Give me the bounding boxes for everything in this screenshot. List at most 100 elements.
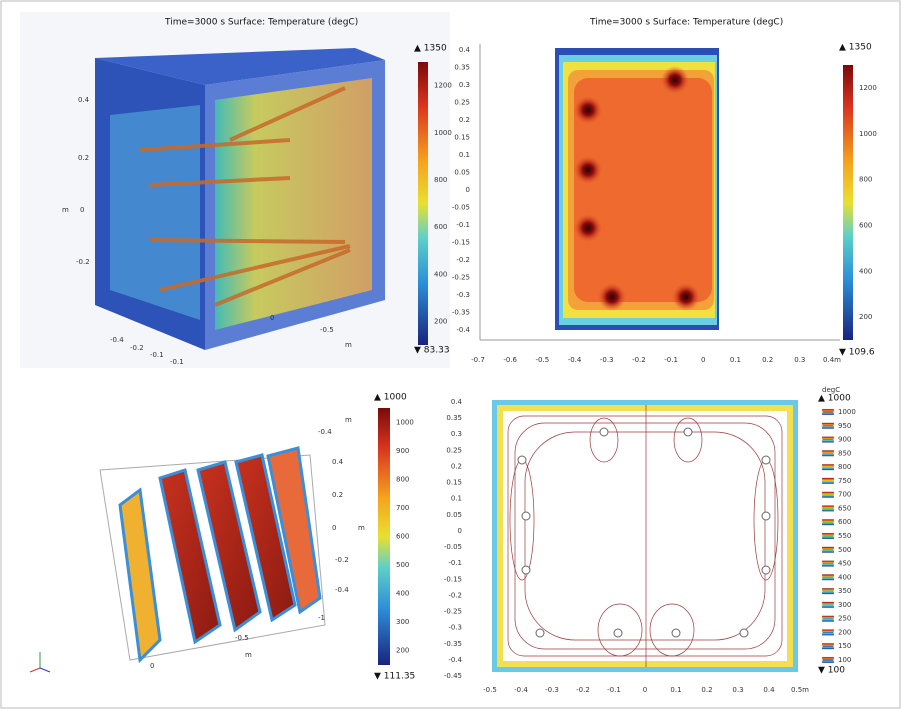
y-tick-label: -0.4 <box>456 326 470 334</box>
axis-label: -0.4 <box>335 586 349 594</box>
x-tick-label: 0.1 <box>670 686 681 694</box>
colorbar-max: ▲ 1350 <box>414 44 447 54</box>
x-tick-label: -0.5 <box>536 356 550 364</box>
y-tick-label: -0.35 <box>452 309 470 317</box>
colorbar-tick-label: 200 <box>396 647 409 655</box>
y-tick-label: 0.3 <box>451 430 462 438</box>
x-tick-label: 0.3 <box>732 686 743 694</box>
colorbar-tick-label: 600 <box>859 221 872 229</box>
colorbar-tick-label: 400 <box>859 267 872 275</box>
colorbar-tick-label: 250 <box>838 615 851 623</box>
colorbar-tick-label: 400 <box>838 573 851 581</box>
x-tick-label: 0.1 <box>730 356 741 364</box>
x-tick-label: 0.2 <box>701 686 712 694</box>
y-tick-label: 0.2 <box>451 462 462 470</box>
x-tick-label: 0.3 <box>794 356 805 364</box>
colorbar-tick-label: 550 <box>838 532 851 540</box>
colorbar-tick-label: 700 <box>838 491 851 499</box>
x-tick-label: 0 <box>701 356 705 364</box>
colorbar-tick-label: 100 <box>838 656 851 664</box>
axis-label: -0.4 <box>318 428 332 436</box>
colorbar-tick-label: 150 <box>838 642 851 650</box>
y-tick-label: 0 <box>466 186 470 194</box>
colorbar-tick-label: 1000 <box>859 130 877 138</box>
colorbar <box>418 62 428 345</box>
colorbar-tick-label: 200 <box>838 628 851 636</box>
x-tick-label: -0.4 <box>568 356 582 364</box>
y-tick-label: -0.4 <box>448 656 462 664</box>
colorbar-unit: degC <box>822 386 840 394</box>
x-tick-label: -0.2 <box>632 356 646 364</box>
x-tick-label: -0.1 <box>664 356 678 364</box>
y-tick-label: -0.15 <box>452 239 470 247</box>
colorbar-tick-label: 800 <box>396 475 409 483</box>
colorbar-tick-label: 400 <box>396 590 409 598</box>
y-tick-label: 0.25 <box>454 99 470 107</box>
axis-label: m <box>358 524 365 532</box>
axis-label: -0.5 <box>235 634 249 642</box>
colorbar-tick-label: 750 <box>838 477 851 485</box>
colorbar-tick-label: 800 <box>859 176 872 184</box>
contour-2d <box>492 400 798 672</box>
y-tick-label: -0.25 <box>452 274 470 282</box>
colorbar-tick-label: 950 <box>838 422 851 430</box>
colorbar-tick-label: 450 <box>838 560 851 568</box>
axis-label: m <box>345 341 352 349</box>
colorbar-min: ▼ 100 <box>818 666 845 676</box>
axis-label: 0.2 <box>78 154 89 162</box>
panel-title: Time=3000 s Surface: Temperature (degC) <box>164 18 358 28</box>
y-tick-label: -0.2 <box>448 591 462 599</box>
x-tick-label: 0 <box>643 686 647 694</box>
y-tick-label: 0.15 <box>454 134 470 142</box>
y-tick-label: -0.05 <box>444 543 462 551</box>
colorbar-tick-label: 900 <box>396 447 409 455</box>
x-tick-label: -0.3 <box>545 686 559 694</box>
colorbar-max: ▲ 1350 <box>839 43 872 53</box>
axis-label: -0.2 <box>130 344 144 352</box>
axis-label: 0 <box>270 314 274 322</box>
axis-label: m <box>62 206 69 214</box>
axis-label: 0 <box>150 662 154 670</box>
y-tick-label: -0.25 <box>444 608 462 616</box>
x-tick-label: -0.5 <box>483 686 497 694</box>
colorbar-tick-label: 600 <box>434 223 447 231</box>
colorbar-tick-label: 200 <box>434 317 447 325</box>
x-tick-label: -0.3 <box>600 356 614 364</box>
y-tick-label: 0.15 <box>446 479 462 487</box>
axis-label: -0.2 <box>76 258 90 266</box>
y-tick-label: 0.25 <box>446 446 462 454</box>
y-tick-label: -0.3 <box>448 624 462 632</box>
y-tick-label: -0.2 <box>456 256 470 264</box>
colorbar-max: ▲ 1000 <box>374 393 407 403</box>
colorbar <box>378 408 390 665</box>
x-tick-label: -0.1 <box>607 686 621 694</box>
panel-title: Time=3000 s Surface: Temperature (degC) <box>589 18 783 28</box>
x-tick-label: 0.5m <box>791 686 809 694</box>
colorbar-tick-label: 700 <box>396 504 409 512</box>
y-tick-label: 0.1 <box>459 151 470 159</box>
y-tick-label: 0.4 <box>459 46 471 54</box>
colorbar-tick-label: 600 <box>838 518 851 526</box>
x-tick-label: -0.4 <box>514 686 528 694</box>
y-tick-label: 0.3 <box>459 81 470 89</box>
x-tick-label: -0.7 <box>471 356 485 364</box>
colorbar-tick-label: 350 <box>838 587 851 595</box>
axis-label: 0.4 <box>332 458 344 466</box>
axis-label: 0 <box>332 524 336 532</box>
y-tick-label: -0.15 <box>444 575 462 583</box>
colorbar-tick-label: 300 <box>838 601 851 609</box>
x-tick-label: 0.4m <box>823 356 841 364</box>
y-tick-label: 0.2 <box>459 116 470 124</box>
colorbar-tick-label: 300 <box>396 618 409 626</box>
y-tick-label: -0.35 <box>444 640 462 648</box>
colorbar-tick-label: 850 <box>838 449 851 457</box>
heatmap-2d <box>479 44 840 341</box>
x-tick-label: 0.2 <box>762 356 773 364</box>
slices-3d <box>29 446 326 673</box>
box-3d <box>95 48 385 350</box>
colorbar-tick-label: 800 <box>838 463 851 471</box>
colorbar-tick-label: 200 <box>859 313 872 321</box>
colorbar-tick-label: 500 <box>838 546 851 554</box>
colorbar-tick-label: 1000 <box>838 408 856 416</box>
y-tick-label: -0.1 <box>456 221 470 229</box>
